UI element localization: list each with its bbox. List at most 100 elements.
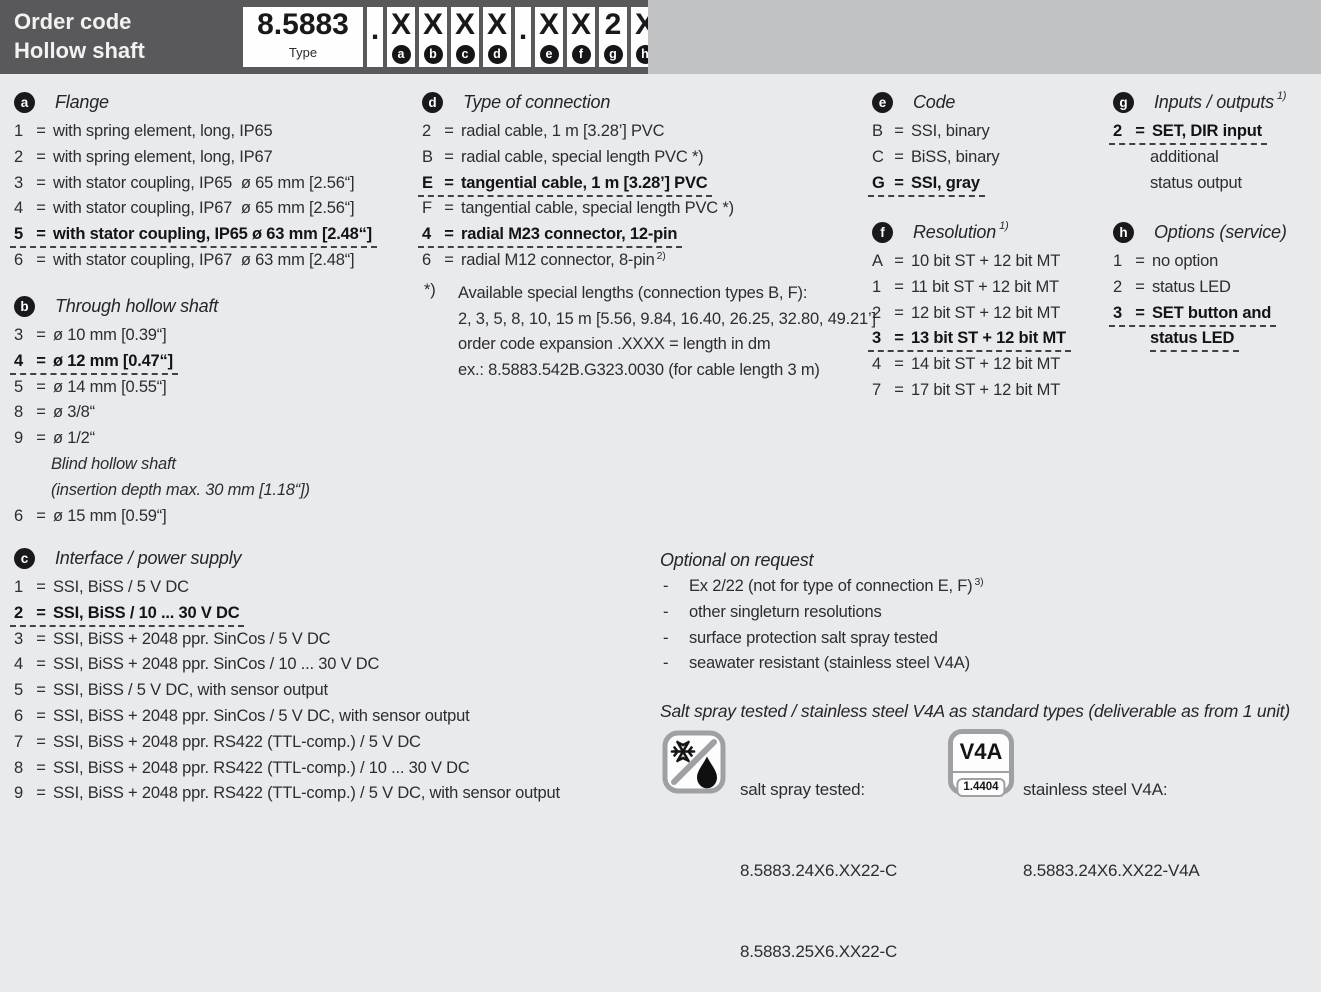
option-row: B = radial cable, special length PVC *) [422,147,704,166]
option-row: 2 = status LED [1113,277,1231,296]
footnote-line: Available special lengths (connection ty… [458,284,808,302]
option-row: 2 = radial cable, 1 m [3.28’] PVC [422,122,665,140]
page-title-line1: Order code [14,9,132,34]
salt-spray-codes: salt spray tested: 8.5883.24X6.XX22-C 8.… [740,722,897,992]
tag-b-icon: b [423,45,443,64]
section-resolution: f Resolution 1) A = 10 bit ST + 12 bit MT … [868,220,1071,407]
option-row: 1 = 11 bit ST + 12 bit MT [872,277,1059,296]
tag-c-icon: c [455,45,475,64]
salt-spray-icon [662,730,726,799]
section-h-title: Options (service) [1154,221,1287,242]
salt-spray-label: salt spray tested: [740,780,865,799]
continuation-row-default: status LED [1109,329,1287,355]
tag-a-icon: a [391,45,411,64]
section-c-title: Interface / power supply [55,547,242,568]
v4a-code: 8.5883.24X6.XX22-V4A [1023,861,1200,880]
option-row: 6 = radial M12 connector, 8-pin 2) [422,249,666,269]
section-d-badge-icon: d [422,91,443,113]
section-a-title: Flange [55,91,109,112]
section-options-service: h Options (service) 1 = no option 2 = status… [1109,220,1287,355]
option-row: 5 = ø 14 mm [0.55“] [14,377,167,396]
header-right-band [648,0,1321,74]
option-row: 1 = no option [1113,252,1219,270]
footnote-line: 2, 3, 5, 8, 10, 15 m [5.56, 9.84, 16.40,… [458,309,876,328]
special-lengths-footnote: *) Available special lengths (connection… [424,281,876,383]
page-title-line2: Hollow shaft [14,38,145,63]
section-c-badge-icon: c [14,547,35,569]
type-code-value: 8.5883 [257,8,349,41]
option-row: F = tangential cable, special length PVC *… [422,199,734,218]
tag-e-icon: e [539,45,559,64]
section-a-badge-icon: a [14,91,35,113]
option-row: 9 = SSI, BiSS + 2048 ppr. RS422 (TTL-comp.… [14,784,560,803]
v4a-codes: stainless steel V4A: 8.5883.24X6.XX22-V4… [1023,722,1200,911]
code-separator-dot: . [367,7,383,67]
optional-item: - seawater resistant (stainless steel V4A… [663,654,970,673]
option-row: 6 = SSI, BiSS + 2048 ppr. SinCos / 5 V DC,… [14,706,470,725]
section-f-title: Resolution [913,221,997,242]
option-row-default: 3 = 13 bit ST + 12 bit MT [868,329,1071,355]
tag-d-icon: d [487,45,507,64]
section-interface: c Interface / power supply 1 = SSI, BiSS /… [10,546,560,810]
option-row: 3 = with stator coupling, IP65 ø 65 mm [2.… [14,173,355,192]
optional-on-request-block: Optional on request - Ex 2/22 (not for ty… [660,550,984,680]
option-row: B = SSI, binary [872,122,990,140]
option-row: 1 = SSI, BiSS / 5 V DC [14,578,189,596]
note-row: Blind hollow shaft [51,454,176,473]
standard-types-title: Salt spray tested / stainless steel V4A … [660,701,1290,721]
section-e-badge-icon: e [872,91,893,113]
tag-f-icon: f [571,45,591,64]
section-g-footnote-ref: 1) [1276,90,1287,102]
option-row-default: 4 = radial M23 connector, 12-pin [418,225,734,251]
type-code-label: Type [288,45,318,60]
section-b-badge-icon: b [14,295,35,317]
section-e-title: Code [913,91,956,112]
section-g-badge-icon: g [1113,91,1134,113]
option-row-default: 2 = SSI, BiSS / 10 ... 30 V DC [10,604,560,630]
option-row: 3 = SSI, BiSS + 2048 ppr. SinCos / 5 V DC [14,629,331,648]
option-row: 4 = SSI, BiSS + 2048 ppr. SinCos / 10 ... … [14,655,380,674]
option-row-default: 2 = SET, DIR input [1109,122,1286,148]
note-row: (insertion depth max. 30 mm [1.18“]) [51,480,310,499]
option-row: 6 = ø 15 mm [0.59“] [14,506,167,525]
option-row: 6 = with stator coupling, IP67 ø 63 mm [2.… [14,250,355,269]
option-row: 8 = SSI, BiSS + 2048 ppr. RS422 (TTL-comp.… [14,758,470,777]
v4a-badge-label: V4A [959,739,1003,764]
section-f-badge-icon: f [872,221,893,243]
code-separator-dot: . [515,7,531,67]
section-inputs-outputs: g Inputs / outputs 1) 2 = SET, DIR input a… [1109,90,1286,199]
salt-spray-code-1: 8.5883.24X6.XX22-C [740,861,898,880]
v4a-label: stainless steel V4A: [1023,780,1168,799]
option-row: A = 10 bit ST + 12 bit MT [872,252,1061,270]
section-connection: d Type of connection 2 = radial cable, 1 m… [418,90,734,277]
section-f-footnote-ref: 1) [999,220,1009,232]
option-row: 8 = ø 3/8“ [14,403,95,422]
v4a-badge-icon: V4A 1.4404 [948,729,1014,797]
section-flange: a Flange 1 = with spring element, long, IP… [10,90,377,277]
option-row-default: E = tangential cable, 1 m [3.28’] PVC [418,174,734,200]
continuation-row: additional [1150,147,1219,166]
v4a-material-number: 1.4404 [956,778,1006,797]
optional-item: - other singleturn resolutions [663,602,882,621]
option-row: C = BiSS, binary [872,147,1000,166]
footnote-marker: *) [424,281,436,299]
option-row: 5 = SSI, BiSS / 5 V DC, with sensor output [14,681,328,700]
section-g-title: Inputs / outputs [1154,91,1274,112]
snowflake-icon [670,740,696,763]
footnote-line: ex.: 8.5883.542B.G323.0030 (for cable le… [458,360,820,379]
option-row: 2 = with spring element, long, IP67 [14,147,273,166]
tag-g-icon: g [603,45,623,64]
continuation-row: status output [1150,173,1242,192]
section-hollow-shaft: b Through hollow shaft 3 = ø 10 mm [0.39“]… [10,294,310,532]
option-row: 2 = 12 bit ST + 12 bit MT [872,303,1061,322]
option-row: 3 = ø 10 mm [0.39“] [14,326,167,344]
type-code-box: 8.5883 Type [243,7,363,67]
page-title: Order code Hollow shaft [14,7,145,65]
